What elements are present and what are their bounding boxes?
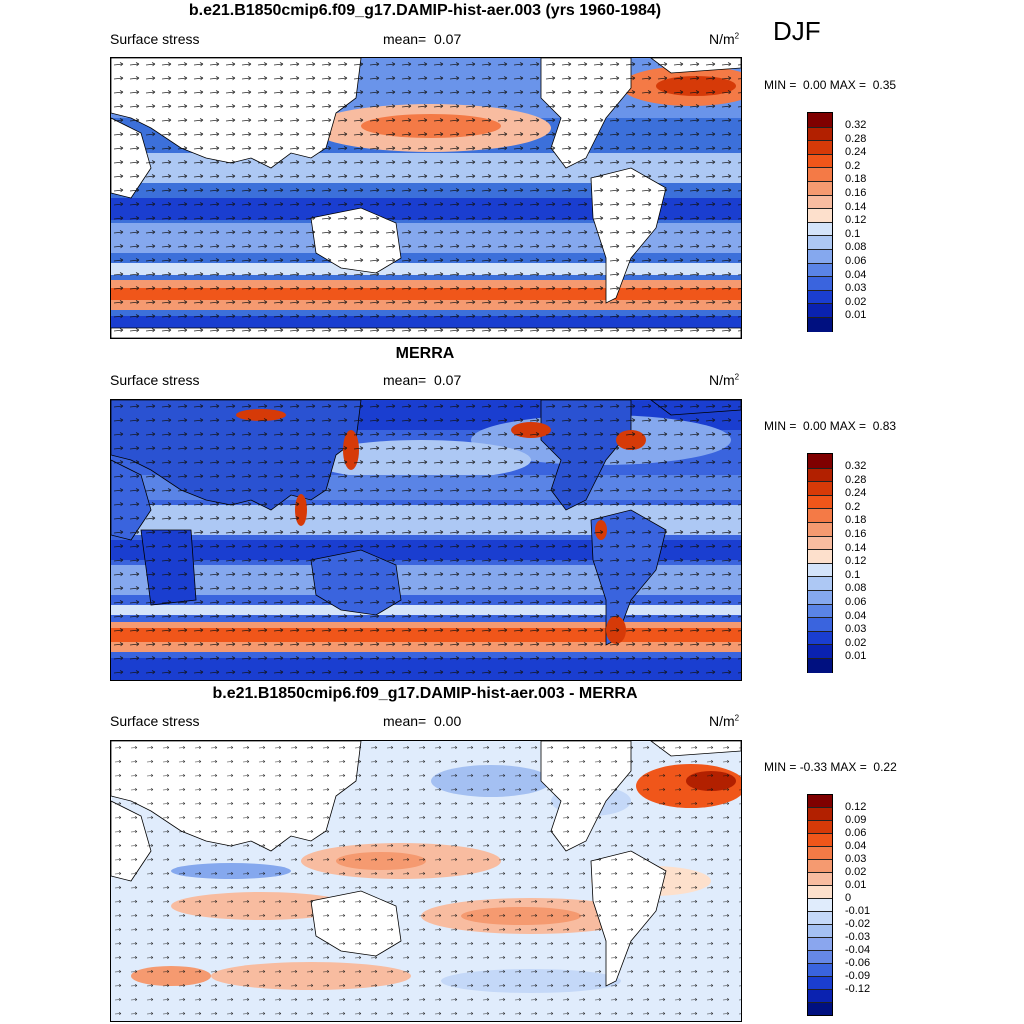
variable-label: Surface stress: [110, 372, 200, 388]
colorbar-tick-label: 0.1: [845, 568, 861, 581]
colorbar-tick-label: 0.32: [845, 119, 867, 131]
colorbar-tick-label: 0.01: [845, 309, 867, 322]
colorbar-tick-label: 0.12: [845, 555, 867, 568]
colorbar-tick-label: 0.28: [845, 132, 867, 145]
units-label: N/m2: [709, 31, 740, 47]
colorbar-tick-label: 0.24: [845, 487, 867, 500]
colorbar-tick-label: 0.16: [845, 187, 867, 199]
colorbar-tick-label: 0.01: [845, 878, 867, 891]
mean-value: 0.07: [433, 372, 462, 388]
colorbar-tick-label: 0.24: [845, 146, 867, 159]
min-max-label: MIN = 0.00 MAX = 0.83: [764, 419, 897, 433]
season-label: DJF: [773, 16, 821, 46]
colorbar-tick-label: 0.18: [845, 514, 867, 527]
colorbar: [807, 453, 833, 673]
colorbar-tick-label: 0.16: [845, 528, 867, 540]
units-label: N/m2: [709, 713, 740, 729]
map-panel-model: [110, 57, 742, 339]
panel-title: b.e21.B1850cmip6.f09_g17.DAMIP-hist-aer.…: [188, 2, 662, 19]
colorbar: [807, 112, 833, 332]
colorbar-tick-label: 0.12: [845, 800, 867, 813]
colorbar-tick-label: -0.01: [845, 904, 871, 917]
colorbar-tick-label: 0.09: [845, 813, 867, 826]
variable-label: Surface stress: [110, 31, 200, 47]
map-panel-merra: [110, 399, 742, 681]
mean-value: 0.07: [433, 31, 462, 47]
panel-title: MERRA: [395, 345, 455, 362]
colorbar-tick-label: 0.04: [845, 839, 867, 852]
colorbar-tick-label: 0.06: [845, 826, 867, 839]
colorbar-tick-label: 0.04: [845, 268, 867, 281]
colorbar-tick-label: 0.02: [845, 295, 867, 308]
variable-label: Surface stress: [110, 713, 200, 729]
units-label: N/m2: [709, 372, 740, 388]
colorbar-tick-label: -0.09: [845, 969, 871, 982]
colorbar-tick-label: 0.03: [845, 282, 867, 295]
colorbar-tick-label: -0.12: [845, 982, 871, 995]
colorbar-tick-label: 0.2: [845, 159, 861, 172]
colorbar-tick-label: 0.14: [845, 200, 867, 213]
colorbar-tick-label: 0.18: [845, 173, 867, 186]
colorbar-tick-label: -0.06: [845, 956, 871, 969]
colorbar-tick-label: 0.03: [845, 852, 867, 865]
colorbar-tick-label: 0.01: [845, 650, 867, 663]
colorbar-tick-label: 0.28: [845, 473, 867, 486]
colorbar-tick-label: 0.12: [845, 214, 867, 227]
colorbar-tick-label: 0.14: [845, 541, 867, 554]
min-max-label: MIN = -0.33 MAX = 0.22: [764, 760, 897, 774]
mean-label: mean= 0.00: [383, 713, 462, 729]
map-panel-difference: [110, 740, 742, 1022]
mean-label: mean= 0.07: [383, 31, 462, 47]
colorbar-tick-label: 0: [845, 891, 852, 904]
colorbar: [807, 794, 833, 1016]
colorbar-tick-label: 0.04: [845, 609, 867, 622]
colorbar-tick-label: 0.1: [845, 227, 861, 240]
colorbar-tick-label: -0.02: [845, 917, 871, 930]
colorbar-tick-label: 0.02: [845, 636, 867, 649]
colorbar-tick-label: -0.03: [845, 930, 871, 943]
colorbar-tick-label: 0.02: [845, 865, 867, 878]
colorbar-tick-label: 0.32: [845, 460, 867, 472]
colorbar-tick-label: -0.04: [845, 943, 871, 956]
colorbar-tick-label: 0.06: [845, 596, 867, 608]
panel-title: b.e21.B1850cmip6.f09_g17.DAMIP-hist-aer.…: [212, 685, 638, 702]
colorbar-tick-label: 0.2: [845, 500, 861, 513]
colorbar-tick-label: 0.08: [845, 241, 867, 254]
min-max-label: MIN = 0.00 MAX = 0.35: [764, 78, 897, 92]
mean-label: mean= 0.07: [383, 372, 462, 388]
mean-value: 0.00: [433, 713, 462, 729]
colorbar-tick-label: 0.03: [845, 623, 867, 636]
colorbar-tick-label: 0.08: [845, 582, 867, 595]
colorbar-tick-label: 0.06: [845, 255, 867, 267]
